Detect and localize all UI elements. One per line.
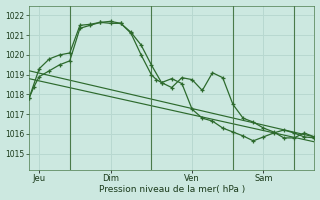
X-axis label: Pression niveau de la mer( hPa ): Pression niveau de la mer( hPa ) <box>99 185 245 194</box>
